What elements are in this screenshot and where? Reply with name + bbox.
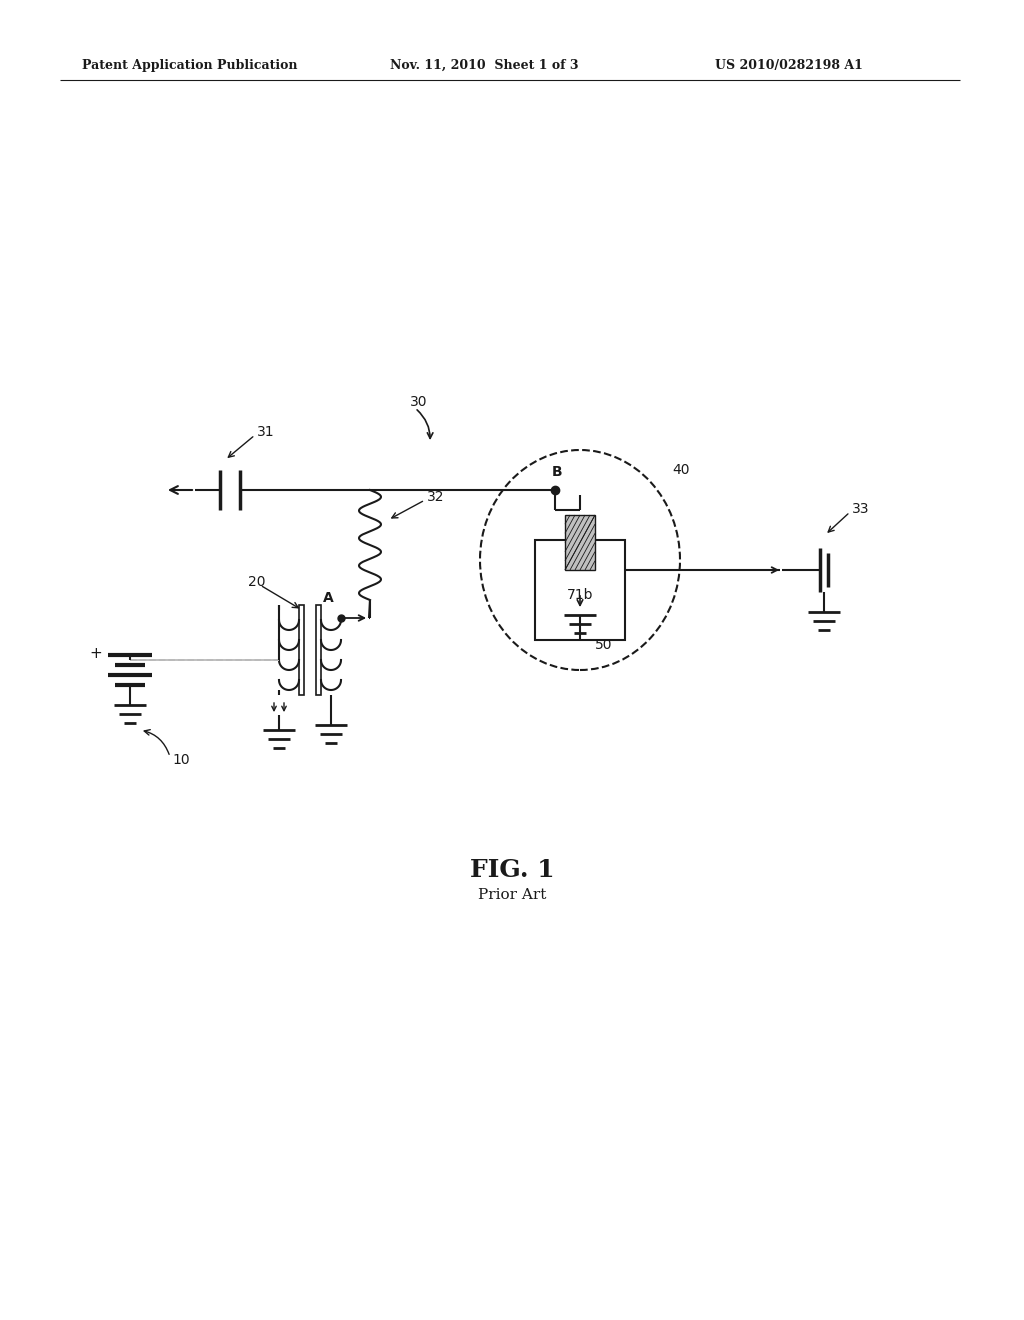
- Text: Patent Application Publication: Patent Application Publication: [82, 58, 298, 71]
- Text: 33: 33: [852, 502, 869, 516]
- Bar: [565, 515, 595, 570]
- Text: 31: 31: [257, 425, 274, 440]
- Bar: [299, 605, 304, 696]
- Text: 71b: 71b: [566, 587, 593, 602]
- Text: +: +: [90, 645, 102, 660]
- Text: Prior Art: Prior Art: [478, 888, 546, 902]
- Text: 40: 40: [672, 463, 689, 477]
- Text: FIG. 1: FIG. 1: [470, 858, 554, 882]
- Text: 32: 32: [427, 490, 444, 504]
- Text: 30: 30: [410, 395, 427, 409]
- Text: B: B: [552, 465, 562, 479]
- Text: A: A: [323, 591, 334, 605]
- Text: 20: 20: [248, 576, 265, 589]
- Text: Nov. 11, 2010  Sheet 1 of 3: Nov. 11, 2010 Sheet 1 of 3: [390, 58, 579, 71]
- Text: 10: 10: [172, 752, 189, 767]
- FancyBboxPatch shape: [535, 540, 625, 640]
- Text: 50: 50: [595, 638, 612, 652]
- Bar: [316, 605, 321, 696]
- Text: US 2010/0282198 A1: US 2010/0282198 A1: [715, 58, 863, 71]
